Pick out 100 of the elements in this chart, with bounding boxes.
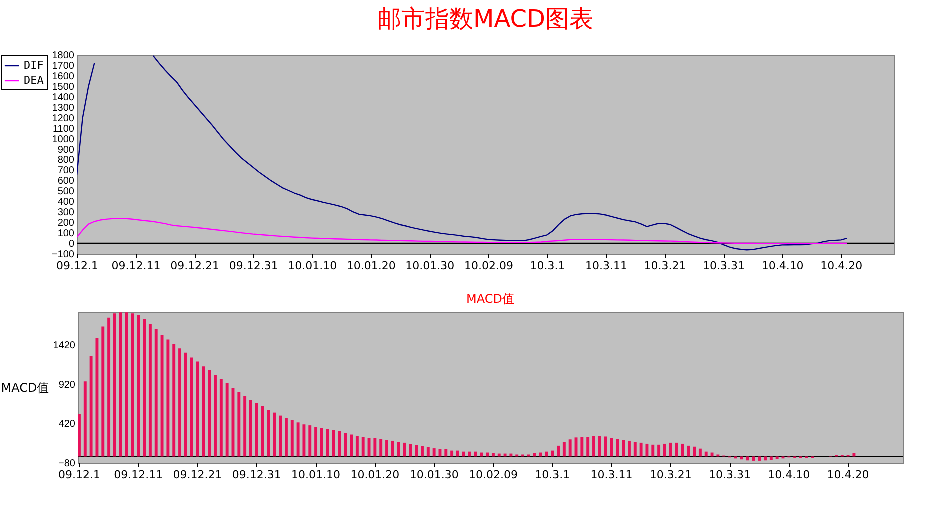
- bar: [468, 452, 472, 457]
- bar: [758, 456, 762, 461]
- bar: [426, 448, 430, 457]
- x-tick-label: 09.12.31: [229, 260, 278, 272]
- bar: [776, 456, 779, 460]
- bar: [308, 426, 312, 457]
- y-tick-label: 1300: [52, 102, 75, 114]
- x-tick-label: 10.3.21: [650, 468, 692, 482]
- y-tick-label: 1600: [52, 71, 75, 82]
- bar: [770, 456, 773, 460]
- x-tick-label: 10.3.1: [530, 260, 566, 272]
- bar: [356, 436, 359, 457]
- y-tick-label: 1700: [52, 60, 75, 72]
- y-tick-label: 700: [58, 166, 75, 177]
- bar: [598, 436, 602, 457]
- bar: [178, 348, 182, 457]
- y-tick-label: 1400: [52, 92, 75, 104]
- bar: [397, 442, 400, 457]
- x-tick-label: 10.4.10: [768, 468, 810, 482]
- bar: [108, 318, 111, 457]
- y-axis-title: MACD值: [1, 381, 50, 395]
- bar: [658, 444, 661, 457]
- bar: [344, 433, 348, 457]
- bar: [663, 444, 666, 457]
- bar: [687, 446, 690, 457]
- bar: [409, 444, 412, 457]
- bar: [131, 314, 134, 457]
- y-tick-label: 300: [58, 208, 75, 219]
- bar: [154, 328, 158, 457]
- y-tick-label: 420: [58, 419, 76, 430]
- bar: [557, 446, 560, 457]
- bar: [261, 406, 264, 457]
- y-tick-label: 400: [58, 197, 75, 208]
- bar: [338, 431, 342, 457]
- bar: [172, 344, 176, 457]
- y-tick-label: 0: [68, 239, 75, 250]
- bar: [533, 453, 536, 457]
- bar: [244, 396, 247, 457]
- y-tick-label: 500: [58, 186, 75, 198]
- bar: [586, 437, 590, 457]
- bar: [456, 450, 460, 457]
- x-tick-label: 10.4.10: [762, 260, 804, 272]
- bar: [568, 440, 572, 457]
- bar: [279, 416, 282, 457]
- y-tick-label: 920: [58, 380, 76, 391]
- bar: [255, 402, 258, 457]
- bar: [326, 429, 330, 457]
- bar: [380, 439, 383, 457]
- legend-label: DIF: [24, 59, 44, 72]
- y-tick-label: 1200: [52, 113, 75, 124]
- x-tick-label: 10.3.31: [703, 260, 746, 272]
- bar: [386, 440, 388, 457]
- bar: [450, 450, 454, 457]
- x-tick-label: 10.01.10: [292, 468, 341, 482]
- bar: [184, 352, 188, 457]
- bar: [202, 366, 206, 457]
- bar: [374, 438, 377, 457]
- bar: [681, 444, 684, 457]
- bar: [238, 392, 241, 457]
- x-tick-label: 10.02.09: [468, 468, 518, 482]
- bar: [332, 430, 336, 457]
- y-tick-label: 1500: [52, 82, 75, 93]
- bar: [143, 319, 146, 457]
- x-tick-label: 09.12.11: [112, 260, 161, 272]
- y-tick-label: 200: [58, 218, 75, 230]
- bar: [302, 424, 306, 457]
- bar: [250, 400, 252, 457]
- x-tick-label: 10.3.31: [709, 468, 752, 482]
- chart-title: MACD值: [466, 292, 514, 306]
- bar: [634, 442, 637, 457]
- bar: [415, 445, 418, 457]
- bar: [362, 437, 365, 457]
- y-tick-label: 900: [58, 144, 75, 156]
- bar: [190, 358, 194, 457]
- bar: [545, 452, 548, 457]
- bar: [125, 312, 128, 457]
- bar: [675, 442, 678, 457]
- bar: [90, 356, 93, 457]
- x-tick-label: 10.3.11: [585, 260, 628, 272]
- bar: [704, 452, 708, 457]
- bar: [290, 420, 294, 457]
- bar: [628, 440, 631, 457]
- x-tick-label: 10.01.10: [288, 260, 338, 272]
- bar: [160, 335, 164, 457]
- bar: [640, 442, 643, 457]
- x-tick-label: 10.01.30: [410, 468, 459, 482]
- bar: [284, 418, 288, 457]
- bar: [652, 444, 655, 457]
- x-tick-label: 10.01.30: [406, 260, 455, 272]
- bar: [474, 452, 478, 457]
- bar: [350, 434, 353, 457]
- bar: [604, 436, 608, 457]
- bar: [462, 452, 466, 457]
- bar: [320, 428, 324, 457]
- bar: [148, 324, 152, 457]
- bar: [444, 449, 448, 457]
- chart-title: 邮市指数MACD图表: [378, 5, 594, 33]
- x-tick-label: 10.4.20: [820, 260, 863, 272]
- x-tick-label: 09.12.1: [56, 260, 98, 272]
- bar: [592, 436, 596, 457]
